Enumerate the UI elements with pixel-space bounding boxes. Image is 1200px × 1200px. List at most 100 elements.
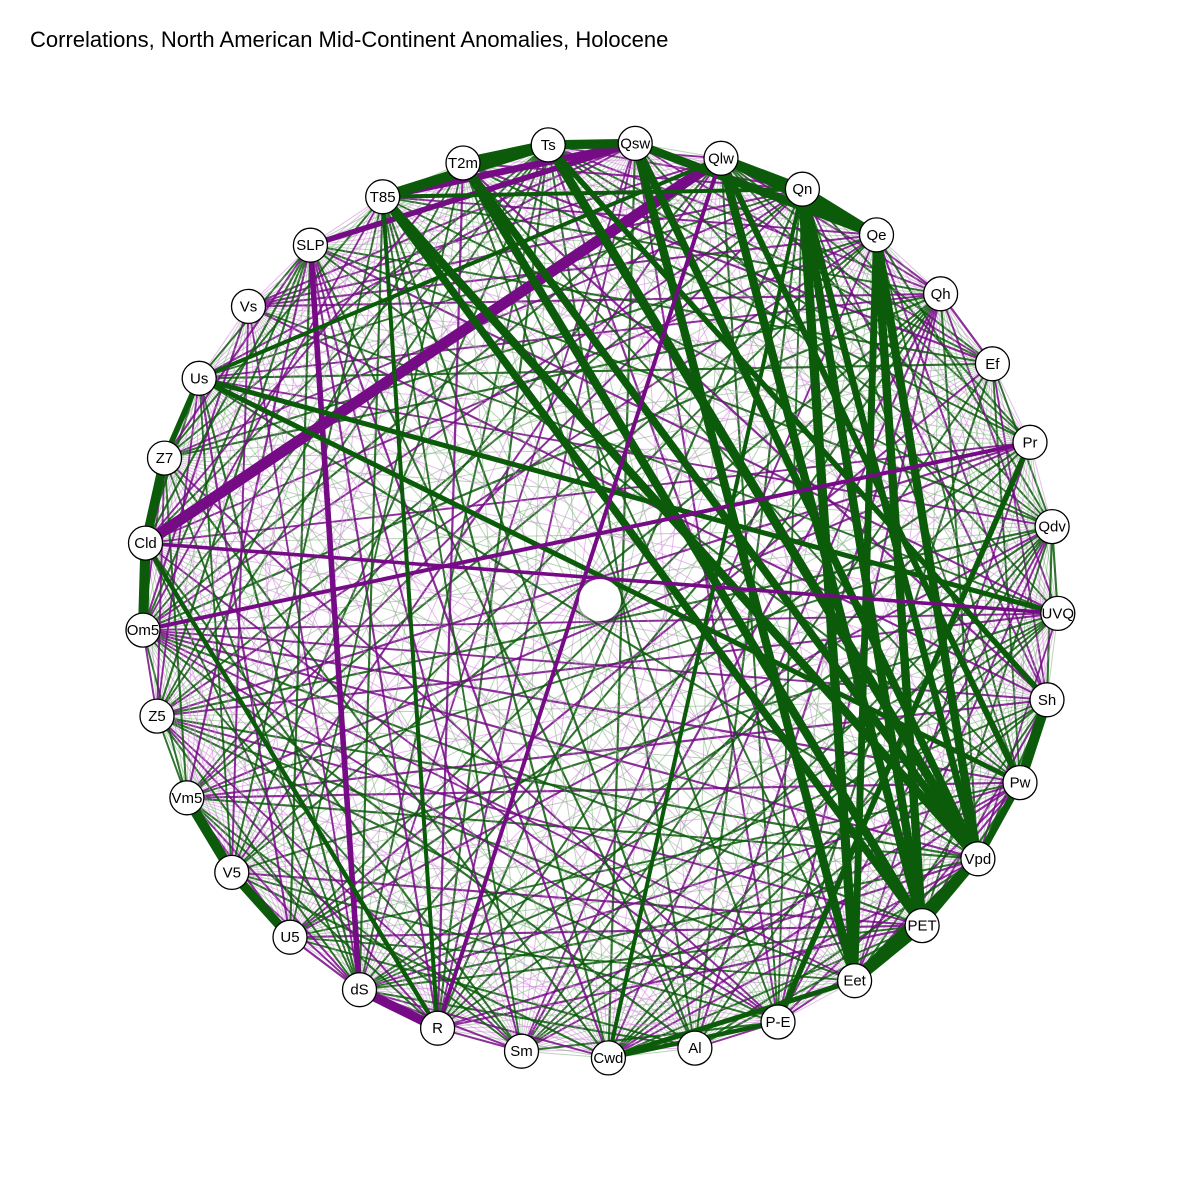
edge-Z7-T85: [163, 196, 384, 459]
node-label-Om5: Om5: [127, 622, 160, 639]
edge-R-Qlw: [435, 156, 724, 1031]
edge-Us-UVQ: [196, 375, 1061, 616]
node-circle-Z7: [146, 440, 183, 476]
edge-Eet-Us: [198, 377, 855, 982]
node-label-Cld: Cld: [134, 535, 157, 552]
edge-Al-Z7: [164, 457, 696, 1049]
node-Qe: Qe: [858, 217, 895, 253]
node-label-Qsw: Qsw: [620, 135, 650, 152]
node-label-Vs: Vs: [240, 298, 258, 315]
edge-Sm-T2m: [462, 162, 522, 1052]
edge-Ef-dS: [359, 363, 993, 991]
node-circle-Qlw: [703, 140, 739, 176]
node-label-Qdv: Qdv: [1038, 519, 1066, 536]
node-circle-Qn: [784, 171, 821, 207]
node-circle-Al: [677, 1030, 713, 1066]
edge-Cwd-T85: [381, 196, 610, 1059]
edge-Qe-Sh: [875, 234, 1048, 701]
node-circle-dS: [341, 972, 378, 1008]
edge-P-E-T2m: [462, 162, 779, 1023]
edge-dS-Vs: [247, 306, 361, 990]
edge-U5-T85: [289, 196, 384, 938]
edge-Pr-Cld: [145, 441, 1031, 545]
node-label-SLP: SLP: [296, 237, 324, 254]
edge-Qn-Eet: [797, 184, 860, 986]
edge-Sm-Om5: [142, 629, 523, 1052]
node-label-Ts: Ts: [541, 137, 556, 154]
edge-SLP-dS: [307, 242, 363, 993]
node-circle-Us: [181, 360, 217, 396]
edge-Us-T2m: [198, 162, 464, 379]
edge-U5-Us: [198, 378, 292, 938]
edge-Cwd-Z5: [156, 715, 609, 1059]
node-Pr: Pr: [1012, 424, 1048, 460]
node-circle-Qdv: [1034, 508, 1070, 545]
edge-dS-Cld: [144, 542, 361, 991]
node-circle-Pw: [1002, 764, 1038, 801]
edge-Cwd-Z7: [163, 457, 610, 1059]
node-circle-Eet: [836, 963, 873, 999]
edge-UVQ-Vm5: [186, 612, 1058, 799]
edge-Qdv-T2m: [462, 162, 1053, 528]
node-circle-UVQ: [1040, 595, 1076, 632]
edge-Cwd-Vm5: [186, 797, 609, 1059]
edge-Pr-P-E: [775, 439, 1033, 1025]
edge-R-T2m: [436, 162, 465, 1029]
node-circle-Vpd: [960, 841, 996, 877]
node-circle-Qsw: [617, 125, 653, 162]
node-Z7: Z7: [146, 440, 183, 476]
edge-Cwd-Qn: [606, 187, 805, 1060]
edge-Sh-dS: [359, 698, 1048, 991]
nodes-group: Ts Qsw Qlw Qn Qe Qh Ef Pr Qdv UVQ Sh Pw Vpd PET Eet P-E…: [125, 125, 1076, 1076]
node-Al: Al: [677, 1030, 713, 1066]
edge-Sh-T2m: [462, 162, 1048, 701]
edge-dS-T85: [358, 196, 384, 990]
node-Z5: Z5: [139, 698, 175, 734]
edge-Om5-T2m: [142, 162, 464, 631]
strong-edges-group: [137, 138, 1061, 1061]
node-circle-U5: [272, 919, 308, 955]
edge-Qlw-U5: [289, 158, 722, 938]
node-circle-Cld: [127, 525, 164, 561]
node-label-Qe: Qe: [866, 227, 886, 244]
edge-Al-SLP: [309, 244, 696, 1049]
edge-Ef-Om5: [142, 363, 993, 631]
edge-Pr-U5: [289, 441, 1031, 939]
edge-UVQ-T85: [382, 196, 1059, 614]
node-circle-Qe: [858, 217, 895, 253]
edge-Qh-T2m: [462, 162, 941, 295]
node-Qsw: Qsw: [617, 125, 653, 162]
node-label-Pw: Pw: [1010, 775, 1031, 792]
edge-Qdv-V5: [231, 526, 1053, 873]
edge-Ts-Vm5: [186, 144, 549, 799]
node-label-Qlw: Qlw: [708, 150, 734, 167]
edge-U5-T2m: [289, 162, 464, 938]
edge-Qsw-P-E: [634, 143, 780, 1023]
node-label-Z5: Z5: [148, 708, 166, 725]
node-label-Cwd: Cwd: [593, 1050, 623, 1067]
node-circle-V5: [214, 854, 250, 891]
edge-PET-Z7: [164, 457, 923, 927]
node-label-T2m: T2m: [448, 155, 478, 172]
node-circle-Vs: [230, 288, 267, 325]
node-label-Qn: Qn: [792, 181, 812, 198]
edge-R-Om5: [142, 629, 439, 1029]
edge-Pr-Om5: [140, 440, 1033, 633]
edge-R-Vs: [248, 306, 439, 1029]
edge-Al-Om5: [142, 629, 696, 1049]
node-circle-Ts: [530, 127, 566, 163]
edge-Qsw-Eet: [631, 139, 859, 985]
node-Vm5: Vm5: [169, 780, 205, 816]
node-circle-T2m: [445, 145, 481, 181]
node-label-V5: V5: [223, 864, 241, 881]
edge-P-E-U5: [289, 936, 779, 1023]
node-label-Vpd: Vpd: [965, 851, 992, 868]
node-label-Al: Al: [688, 1040, 701, 1057]
node-P-E: P-E: [760, 1004, 796, 1040]
edge-Qe-Eet: [851, 231, 880, 985]
node-Qh: Qh: [922, 276, 959, 312]
node-label-U5: U5: [280, 929, 299, 946]
node-Us: Us: [181, 360, 217, 396]
edge-Eet-Om5: [142, 629, 856, 982]
